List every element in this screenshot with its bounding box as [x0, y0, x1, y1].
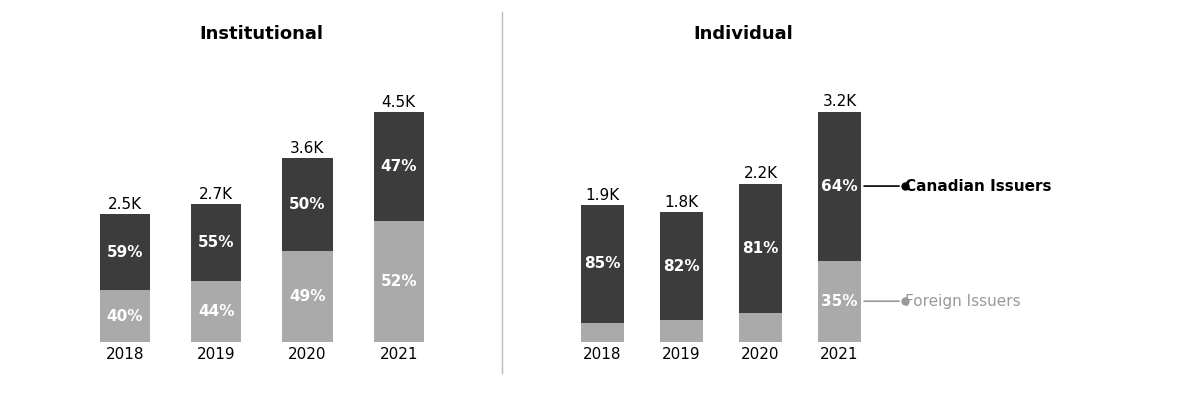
Text: 44%: 44% — [199, 304, 234, 319]
Bar — [282, 158, 332, 251]
Text: 3.2K: 3.2K — [823, 94, 856, 110]
Bar — [581, 205, 624, 323]
Bar — [660, 212, 703, 320]
Bar — [100, 214, 150, 290]
Bar — [818, 261, 861, 342]
Text: 35%: 35% — [822, 294, 858, 309]
Text: 81%: 81% — [743, 241, 779, 256]
Text: 59%: 59% — [106, 244, 144, 260]
Bar — [739, 184, 782, 313]
Text: 2.2K: 2.2K — [744, 166, 777, 182]
Bar — [581, 323, 624, 342]
Bar — [660, 320, 703, 342]
Text: 40%: 40% — [106, 309, 144, 323]
Text: 55%: 55% — [199, 235, 234, 250]
Bar — [373, 112, 423, 221]
Text: 82%: 82% — [664, 259, 700, 274]
Text: 1.9K: 1.9K — [586, 188, 620, 203]
Text: 64%: 64% — [822, 178, 858, 194]
Bar — [373, 221, 423, 342]
Bar — [818, 112, 861, 261]
Text: 4.5K: 4.5K — [382, 95, 416, 110]
Bar — [100, 290, 150, 342]
Text: 52%: 52% — [380, 274, 417, 289]
Text: 2.5K: 2.5K — [108, 197, 142, 213]
Text: Foreign Issuers: Foreign Issuers — [864, 294, 1020, 309]
Text: 2.7K: 2.7K — [200, 187, 233, 202]
Text: Canadian Issuers: Canadian Issuers — [864, 178, 1051, 194]
Bar — [739, 313, 782, 342]
Text: 47%: 47% — [380, 159, 417, 174]
Text: 50%: 50% — [289, 197, 325, 212]
Text: 49%: 49% — [289, 289, 325, 304]
Bar — [191, 204, 242, 281]
Text: 3.6K: 3.6K — [291, 141, 324, 156]
Title: Institutional: Institutional — [200, 25, 324, 43]
Bar — [191, 281, 242, 342]
Title: Individual: Individual — [692, 25, 793, 43]
Text: 85%: 85% — [585, 256, 621, 272]
Bar — [282, 251, 332, 342]
Text: 1.8K: 1.8K — [665, 195, 698, 210]
